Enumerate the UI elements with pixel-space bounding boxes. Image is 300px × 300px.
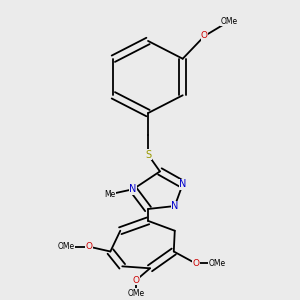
Text: Me: Me xyxy=(105,190,116,199)
Text: N: N xyxy=(130,184,137,194)
Text: O: O xyxy=(192,259,199,268)
Text: OMe: OMe xyxy=(57,242,74,251)
Text: O: O xyxy=(133,276,140,285)
Text: O: O xyxy=(85,242,92,251)
Text: OMe: OMe xyxy=(221,17,238,26)
Text: O: O xyxy=(201,32,208,40)
Text: N: N xyxy=(179,179,186,189)
Text: OMe: OMe xyxy=(209,259,226,268)
Text: OMe: OMe xyxy=(128,289,145,298)
Text: N: N xyxy=(171,201,178,211)
Text: S: S xyxy=(145,150,151,160)
